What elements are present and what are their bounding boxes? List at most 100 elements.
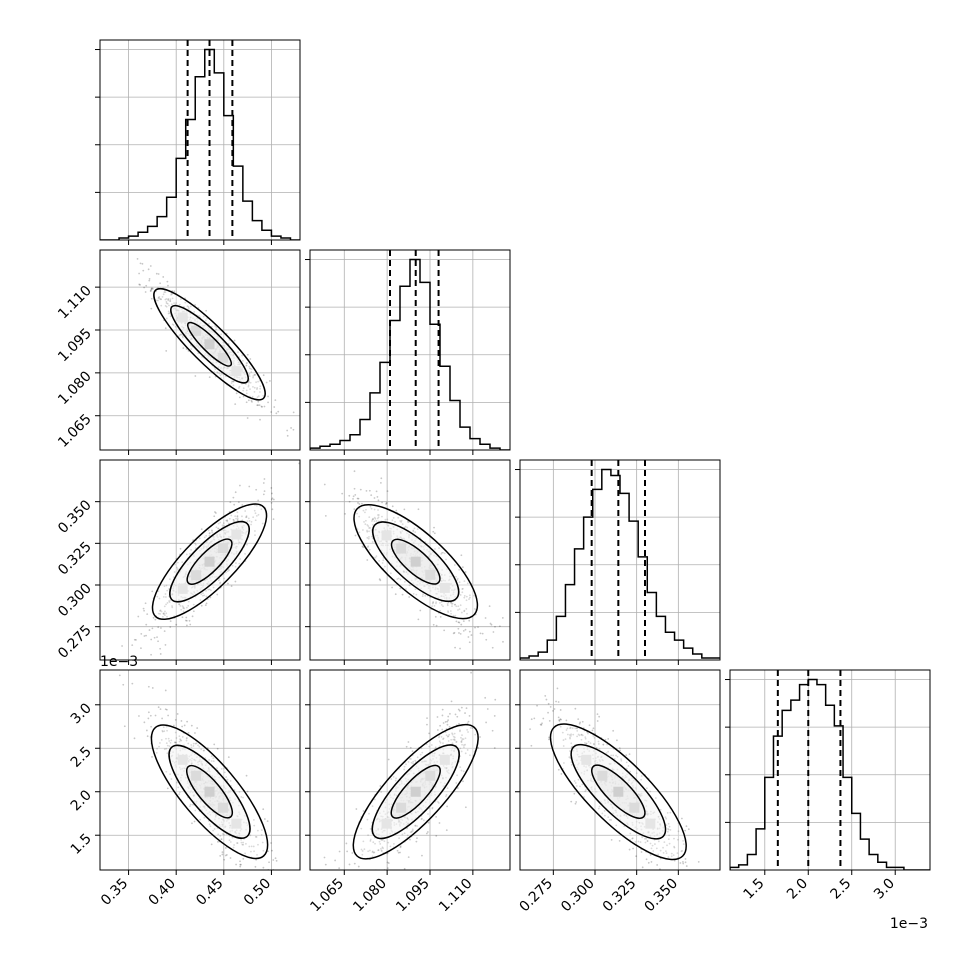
scatter-point bbox=[261, 405, 263, 408]
scatter-point bbox=[187, 307, 190, 310]
scatter-point bbox=[250, 845, 253, 848]
scatter-point bbox=[260, 508, 263, 511]
scatter-point bbox=[231, 380, 234, 383]
scatter-point bbox=[446, 787, 449, 789]
scatter-point bbox=[428, 745, 431, 748]
scatter-point bbox=[165, 298, 168, 300]
scatter-point bbox=[584, 737, 587, 740]
scatter-point bbox=[577, 718, 580, 720]
scatter-point bbox=[241, 504, 244, 506]
scatter-point bbox=[357, 502, 359, 504]
scatter-point bbox=[581, 720, 584, 723]
panel-frame bbox=[519, 669, 721, 871]
scatter-point bbox=[450, 700, 453, 703]
panel-content bbox=[310, 250, 510, 450]
scatter-point bbox=[486, 708, 489, 710]
scatter-point bbox=[371, 850, 374, 853]
scatter-point bbox=[275, 859, 278, 862]
scatter-point bbox=[460, 554, 463, 557]
scatter-point bbox=[286, 434, 289, 437]
scatter-point bbox=[556, 687, 559, 690]
scatter-point bbox=[237, 501, 240, 504]
scatter-point bbox=[431, 602, 434, 605]
scatter-point bbox=[680, 850, 683, 853]
scatter-point bbox=[399, 520, 402, 522]
scatter-point bbox=[242, 796, 244, 799]
scatter-point bbox=[151, 687, 154, 689]
scatter-point bbox=[212, 757, 215, 759]
scatter-point bbox=[133, 638, 136, 641]
scatter-point bbox=[139, 262, 142, 265]
scatter-point bbox=[174, 718, 177, 721]
scatter-point bbox=[343, 921, 345, 923]
scatter-point bbox=[479, 736, 481, 738]
scatter-point bbox=[613, 758, 616, 760]
scatter-point bbox=[451, 605, 453, 608]
scatter-point bbox=[371, 520, 373, 522]
scatter-point bbox=[208, 376, 211, 379]
scatter-point bbox=[446, 723, 449, 726]
scatter-point bbox=[448, 725, 451, 728]
scatter-point bbox=[185, 624, 188, 627]
scatter-point bbox=[212, 760, 215, 763]
scatter-point bbox=[245, 364, 248, 367]
scatter-point bbox=[371, 535, 373, 538]
scatter-point bbox=[217, 522, 220, 525]
scatter-point bbox=[413, 527, 416, 530]
scatter-point bbox=[211, 531, 214, 534]
scatter-point bbox=[266, 820, 269, 823]
scatter-point bbox=[233, 789, 236, 791]
scatter-point bbox=[260, 834, 263, 836]
scatter-point bbox=[241, 882, 243, 884]
scatter-point bbox=[373, 516, 376, 519]
scatter-point bbox=[449, 601, 452, 604]
scatter-point bbox=[188, 619, 191, 622]
scatter-point bbox=[162, 293, 165, 296]
scatter-point bbox=[145, 634, 147, 637]
scatter-point bbox=[632, 847, 634, 850]
scatter-point bbox=[450, 612, 452, 615]
scatter-point bbox=[334, 859, 337, 862]
scatter-point bbox=[187, 600, 190, 603]
scatter-point bbox=[157, 273, 160, 275]
scatter-point bbox=[625, 761, 628, 764]
scatter-point bbox=[210, 843, 213, 846]
scatter-point bbox=[248, 372, 251, 375]
scatter-point bbox=[239, 863, 242, 866]
scatter-point bbox=[212, 829, 215, 832]
scatter-point bbox=[175, 302, 177, 304]
scatter-point bbox=[210, 589, 212, 592]
scatter-point bbox=[641, 836, 644, 839]
scatter-point bbox=[261, 841, 264, 844]
scatter-point bbox=[615, 824, 618, 827]
scatter-point bbox=[262, 849, 265, 852]
scatter-point bbox=[635, 772, 638, 775]
scatter-point bbox=[457, 708, 460, 711]
scatter-point bbox=[216, 371, 219, 373]
scatter-point bbox=[171, 605, 173, 607]
scatter-point bbox=[355, 808, 358, 810]
scatter-point bbox=[459, 604, 462, 607]
scatter-point bbox=[407, 521, 410, 524]
scatter-point bbox=[539, 723, 542, 726]
scatter-point bbox=[448, 733, 451, 736]
scatter-point bbox=[198, 745, 201, 748]
panel-content bbox=[520, 670, 720, 870]
scatter-point bbox=[164, 327, 167, 330]
scatter-point bbox=[348, 863, 351, 866]
scatter-point bbox=[359, 488, 362, 491]
scatter-point bbox=[223, 577, 226, 580]
scatter-point bbox=[366, 546, 369, 548]
histogram-line bbox=[100, 48, 300, 240]
scatter-point bbox=[473, 594, 476, 597]
scatter-point bbox=[232, 518, 235, 521]
scatter-point bbox=[172, 324, 175, 326]
y-tick-label: 0.275 bbox=[55, 622, 95, 662]
scatter-point bbox=[208, 534, 211, 537]
scatter-point bbox=[379, 481, 382, 484]
scatter-point bbox=[591, 729, 594, 732]
scatter-point bbox=[230, 585, 233, 588]
scatter-point bbox=[380, 849, 383, 852]
scatter-point bbox=[235, 863, 237, 866]
scatter-point bbox=[670, 852, 673, 855]
